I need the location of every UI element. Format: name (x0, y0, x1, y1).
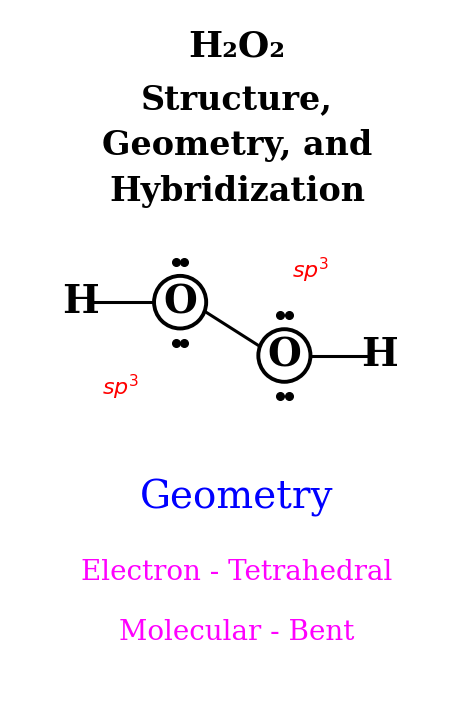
Text: Electron - Tetrahedral: Electron - Tetrahedral (82, 559, 392, 586)
Text: Structure,: Structure, (141, 83, 333, 116)
Text: Geometry, and: Geometry, and (102, 129, 372, 162)
Ellipse shape (154, 276, 206, 328)
Text: H: H (62, 283, 99, 321)
Text: O: O (267, 336, 301, 375)
Text: Hybridization: Hybridization (109, 176, 365, 208)
Text: Geometry: Geometry (140, 479, 334, 517)
Text: H₂O₂: H₂O₂ (189, 29, 285, 63)
Text: O: O (163, 283, 197, 321)
Text: H: H (361, 336, 398, 375)
Text: Molecular - Bent: Molecular - Bent (119, 619, 355, 646)
Text: $sp^3$: $sp^3$ (292, 255, 329, 285)
Text: $sp^3$: $sp^3$ (102, 373, 139, 402)
Ellipse shape (258, 329, 310, 382)
